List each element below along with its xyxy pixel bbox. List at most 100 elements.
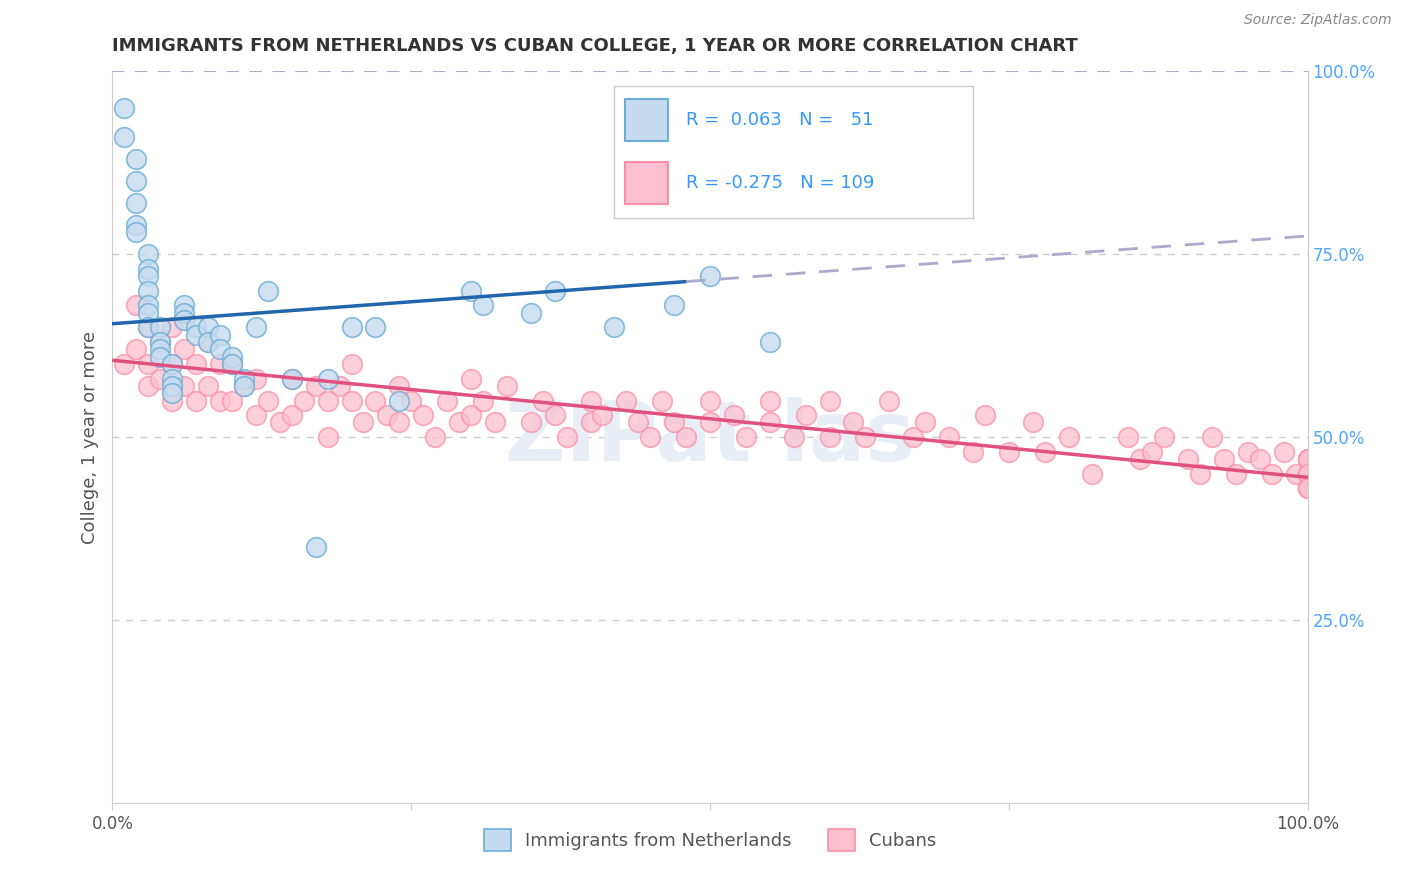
Point bbox=[555, 430, 578, 444]
Point bbox=[138, 269, 160, 284]
Point bbox=[186, 393, 208, 408]
Legend: Immigrants from Netherlands, Cubans: Immigrants from Netherlands, Cubans bbox=[475, 820, 945, 860]
Point bbox=[818, 430, 841, 444]
Point bbox=[759, 334, 782, 349]
Point bbox=[149, 350, 172, 364]
Point bbox=[388, 416, 411, 430]
Point bbox=[436, 393, 458, 408]
Point bbox=[1057, 430, 1080, 444]
Point bbox=[125, 196, 148, 211]
Point bbox=[460, 408, 482, 422]
Point bbox=[388, 379, 411, 393]
Point bbox=[425, 430, 447, 444]
Point bbox=[1296, 467, 1319, 481]
Point bbox=[316, 430, 339, 444]
Point bbox=[245, 408, 267, 422]
Point bbox=[257, 284, 280, 298]
Point bbox=[209, 357, 232, 371]
Point bbox=[125, 343, 148, 357]
Point bbox=[640, 430, 662, 444]
Point bbox=[197, 320, 219, 334]
Point bbox=[233, 379, 256, 393]
Point bbox=[364, 320, 387, 334]
Point bbox=[173, 379, 195, 393]
Point bbox=[531, 393, 554, 408]
Point bbox=[794, 408, 817, 422]
Point bbox=[627, 416, 650, 430]
Point bbox=[162, 357, 183, 371]
Point bbox=[1237, 444, 1260, 458]
Point bbox=[1081, 467, 1104, 481]
Point bbox=[699, 416, 721, 430]
Point bbox=[364, 393, 387, 408]
Point bbox=[496, 379, 519, 393]
Point bbox=[281, 408, 304, 422]
Point bbox=[1296, 467, 1319, 481]
Point bbox=[1296, 481, 1319, 495]
Point bbox=[162, 393, 183, 408]
Point bbox=[305, 379, 328, 393]
Point bbox=[162, 320, 183, 334]
Point bbox=[281, 371, 304, 385]
Point bbox=[173, 306, 195, 320]
Point bbox=[162, 386, 183, 401]
Point bbox=[125, 225, 148, 239]
Point bbox=[472, 393, 495, 408]
Point bbox=[149, 371, 172, 385]
Point bbox=[903, 430, 925, 444]
Point bbox=[1296, 452, 1319, 467]
Point bbox=[543, 408, 565, 422]
Point bbox=[520, 306, 543, 320]
Point bbox=[1033, 444, 1056, 458]
Point bbox=[1296, 481, 1319, 495]
Point bbox=[543, 284, 565, 298]
Point bbox=[664, 416, 686, 430]
Point bbox=[292, 393, 315, 408]
Point bbox=[1285, 467, 1308, 481]
Point bbox=[1225, 467, 1247, 481]
Point bbox=[149, 334, 172, 349]
Point bbox=[138, 306, 160, 320]
Point bbox=[316, 371, 339, 385]
Point bbox=[340, 320, 363, 334]
Point bbox=[257, 393, 280, 408]
Point bbox=[269, 416, 291, 430]
Point bbox=[162, 357, 183, 371]
Point bbox=[186, 320, 208, 334]
Point bbox=[579, 393, 602, 408]
Point bbox=[173, 313, 195, 327]
Point bbox=[1249, 452, 1271, 467]
Point bbox=[209, 327, 232, 342]
Text: IMMIGRANTS FROM NETHERLANDS VS CUBAN COLLEGE, 1 YEAR OR MORE CORRELATION CHART: IMMIGRANTS FROM NETHERLANDS VS CUBAN COL… bbox=[112, 37, 1078, 54]
Text: Source: ZipAtlas.com: Source: ZipAtlas.com bbox=[1244, 13, 1392, 28]
Point bbox=[233, 371, 256, 385]
Point bbox=[1201, 430, 1223, 444]
Point bbox=[1296, 452, 1319, 467]
Point bbox=[616, 393, 638, 408]
Point bbox=[149, 334, 172, 349]
Point bbox=[221, 357, 243, 371]
Point bbox=[699, 393, 721, 408]
Point bbox=[1142, 444, 1164, 458]
Point bbox=[186, 357, 208, 371]
Point bbox=[125, 298, 148, 312]
Point bbox=[879, 393, 901, 408]
Point bbox=[1177, 452, 1199, 467]
Point bbox=[114, 130, 135, 145]
Point bbox=[1189, 467, 1212, 481]
Point bbox=[245, 371, 267, 385]
Point bbox=[1272, 444, 1295, 458]
Y-axis label: College, 1 year or more: College, 1 year or more bbox=[80, 331, 98, 543]
Point bbox=[340, 357, 363, 371]
Point bbox=[125, 174, 148, 188]
Point bbox=[592, 408, 614, 422]
Point bbox=[221, 357, 243, 371]
Point bbox=[138, 261, 160, 276]
Point bbox=[388, 393, 411, 408]
Point bbox=[759, 393, 782, 408]
Point bbox=[855, 430, 877, 444]
Point bbox=[149, 320, 172, 334]
Point bbox=[579, 416, 602, 430]
Point bbox=[305, 540, 328, 554]
Point bbox=[974, 408, 997, 422]
